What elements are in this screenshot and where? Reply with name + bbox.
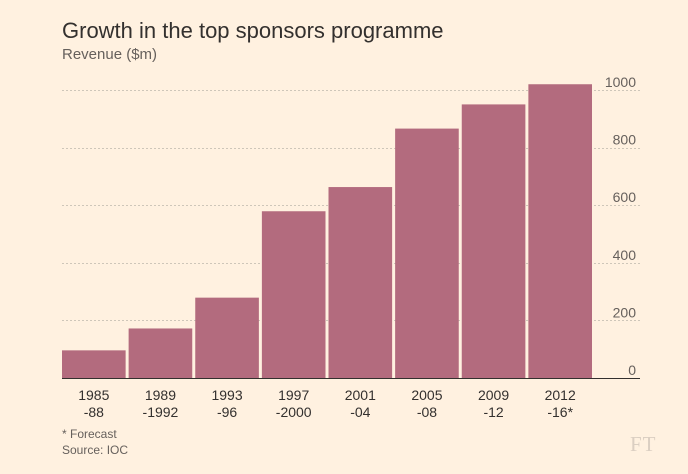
footnote: * Forecast bbox=[62, 427, 117, 441]
x-tick-label: 1993 bbox=[211, 387, 242, 403]
bar bbox=[528, 84, 592, 379]
x-tick-label: -04 bbox=[350, 404, 370, 420]
bar bbox=[62, 350, 126, 378]
x-tick-label: -88 bbox=[84, 404, 104, 420]
x-tick-label: -16* bbox=[547, 404, 573, 420]
y-tick-label: 600 bbox=[613, 189, 637, 205]
y-tick-label: 200 bbox=[613, 304, 637, 320]
x-tick-label: 2012 bbox=[545, 387, 576, 403]
bar bbox=[395, 128, 459, 378]
y-tick-label: 1000 bbox=[605, 74, 636, 90]
chart-subtitle: Revenue ($m) bbox=[62, 46, 158, 63]
x-tick-label: 2005 bbox=[411, 387, 442, 403]
x-tick-label: -08 bbox=[417, 404, 437, 420]
bars bbox=[62, 84, 592, 379]
x-tick-label: -2000 bbox=[276, 404, 312, 420]
bar bbox=[461, 104, 526, 379]
y-axis-ticks: 0 200 400 600 800 1000 bbox=[605, 74, 636, 378]
x-tick-label: 1997 bbox=[278, 387, 309, 403]
source-note: Source: IOC bbox=[62, 443, 129, 457]
chart-title: Growth in the top sponsors programme bbox=[62, 18, 444, 43]
bar bbox=[328, 187, 393, 378]
y-tick-label: 400 bbox=[613, 247, 637, 263]
x-tick-label: 1985 bbox=[78, 387, 109, 403]
bar bbox=[195, 297, 259, 378]
ft-logo: FT bbox=[630, 432, 657, 456]
x-tick-label: 1989 bbox=[145, 387, 176, 403]
x-tick-label: -12 bbox=[483, 404, 503, 420]
y-tick-label: 800 bbox=[613, 132, 637, 148]
x-tick-label: -96 bbox=[217, 404, 237, 420]
bar bbox=[261, 211, 326, 378]
x-tick-label: 2001 bbox=[345, 387, 376, 403]
y-tick-label: 0 bbox=[628, 362, 636, 378]
x-tick-label: -1992 bbox=[143, 404, 179, 420]
x-tick-label: 2009 bbox=[478, 387, 509, 403]
x-axis-ticks: 1985-88 1989-1992 1993-96 1997-2000 2001-04 2… bbox=[78, 387, 576, 420]
bar bbox=[128, 328, 193, 378]
